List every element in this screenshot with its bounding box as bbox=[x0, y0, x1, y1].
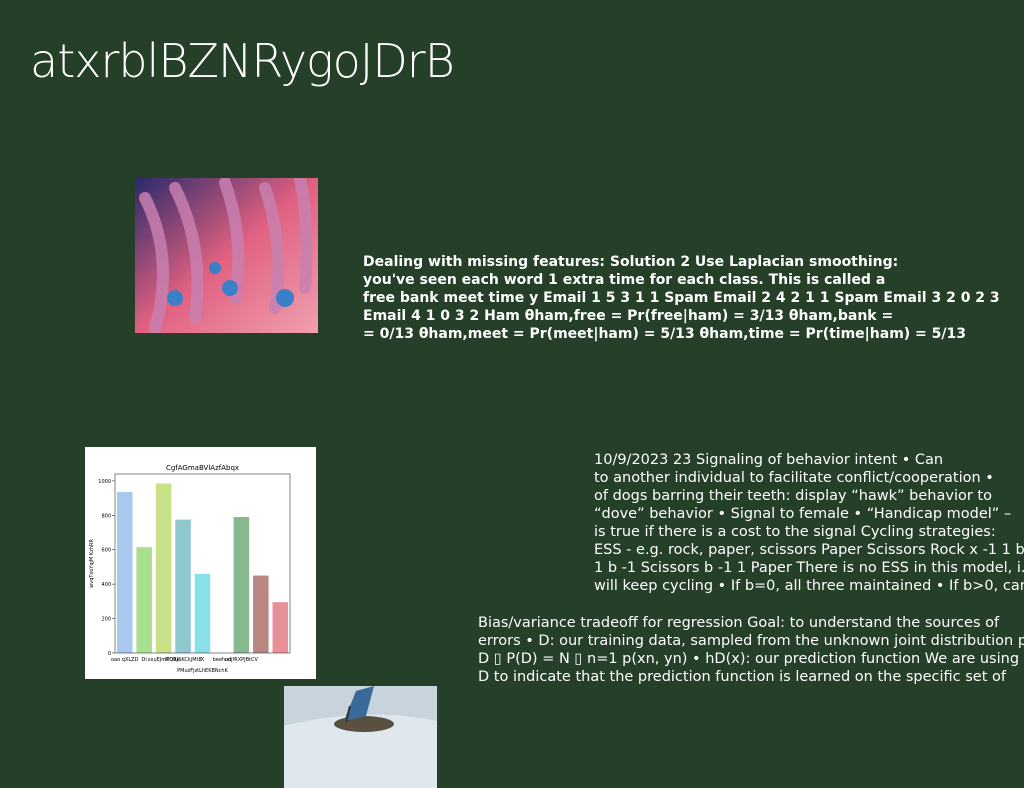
photo-anemone bbox=[135, 178, 318, 333]
y-tick-label: 200 bbox=[101, 617, 111, 623]
text-line: 1 b -1 Scissors b -1 1 Paper There is no… bbox=[594, 560, 1024, 576]
chart-image: CgfAGmaBVlAzfAbqx wvqTxoYqjM KzhRR PMuzFjz… bbox=[85, 447, 316, 679]
bar bbox=[233, 517, 250, 653]
bar bbox=[272, 602, 289, 653]
text-line: “dove” behavior • Signal to female • “Ha… bbox=[594, 506, 1012, 522]
chart-title: CgfAGmaBVlAzfAbqx bbox=[166, 464, 239, 472]
x-tick-label: odjfRXPJBtCV bbox=[225, 657, 259, 663]
text-line: = 0/13 θham,meet = Pr(meet|ham) = 5/13 θ… bbox=[363, 326, 966, 342]
text-block: 10/9/2023 23 Signaling of behavior inten… bbox=[594, 451, 1024, 595]
x-axis-label: PMuzFjztLhEKBNchK bbox=[177, 668, 228, 674]
text-line: to another individual to facilitate conf… bbox=[594, 470, 994, 486]
y-tick-label: 400 bbox=[101, 582, 111, 588]
x-tick-label: IRORJSKCkjMt8 bbox=[164, 657, 201, 663]
x-tick-label: oao qXLZD bbox=[111, 657, 139, 663]
y-axis-label: wvqTxoYqjM KzhRR bbox=[89, 539, 95, 588]
bar bbox=[136, 547, 152, 653]
x-tick-label: xxuEJmTQBe bbox=[148, 657, 180, 663]
text-line: will keep cycling • If b=0, all three ma… bbox=[594, 578, 1024, 594]
bar bbox=[194, 573, 211, 653]
text-line: Email 4 1 0 3 2 Ham θham,free = Pr(free|… bbox=[363, 308, 894, 324]
text-line: ESS - e.g. rock, paper, scissors Paper S… bbox=[594, 542, 1024, 558]
text-line: D to indicate that the prediction functi… bbox=[478, 669, 1006, 685]
bar bbox=[155, 483, 172, 653]
x-tick-label: X bbox=[201, 657, 205, 663]
x-tick-label: Di bbox=[142, 657, 147, 663]
bar bbox=[175, 519, 191, 653]
plot-frame bbox=[114, 473, 291, 654]
bar bbox=[116, 492, 133, 653]
y-tick-label: 1000 bbox=[98, 479, 111, 485]
text-block: Dealing with missing features: Solution … bbox=[363, 253, 1000, 343]
text-line: you've seen each word 1 extra time for e… bbox=[363, 272, 886, 288]
text-line: free bank meet time y Email 1 5 3 1 1 Sp… bbox=[363, 290, 1000, 306]
text-block: Bias/variance tradeoff for regression Go… bbox=[478, 614, 1024, 686]
x-tick-label: beehuo bbox=[213, 657, 232, 663]
text-line: 10/9/2023 23 Signaling of behavior inten… bbox=[594, 452, 944, 468]
bar bbox=[253, 575, 269, 653]
text-line: D ▯ P(D) = N ▯ n=1 p(xn, yn) • hD(x): ou… bbox=[478, 651, 1024, 667]
photo-snow bbox=[284, 686, 437, 788]
text-line: Dealing with missing features: Solution … bbox=[363, 254, 899, 270]
y-tick-label: 800 bbox=[101, 513, 111, 519]
text-line: of dogs barring their teeth: display “ha… bbox=[594, 488, 992, 504]
text-line: Bias/variance tradeoff for regression Go… bbox=[478, 615, 1000, 631]
title: atxrblBZNRygoJDrB bbox=[30, 34, 455, 88]
y-tick-label: 0 bbox=[108, 651, 111, 657]
text-line: errors • D: our training data, sampled f… bbox=[478, 633, 1024, 649]
y-tick-label: 600 bbox=[101, 548, 111, 554]
text-line: is true if there is a cost to the signal… bbox=[594, 524, 996, 540]
